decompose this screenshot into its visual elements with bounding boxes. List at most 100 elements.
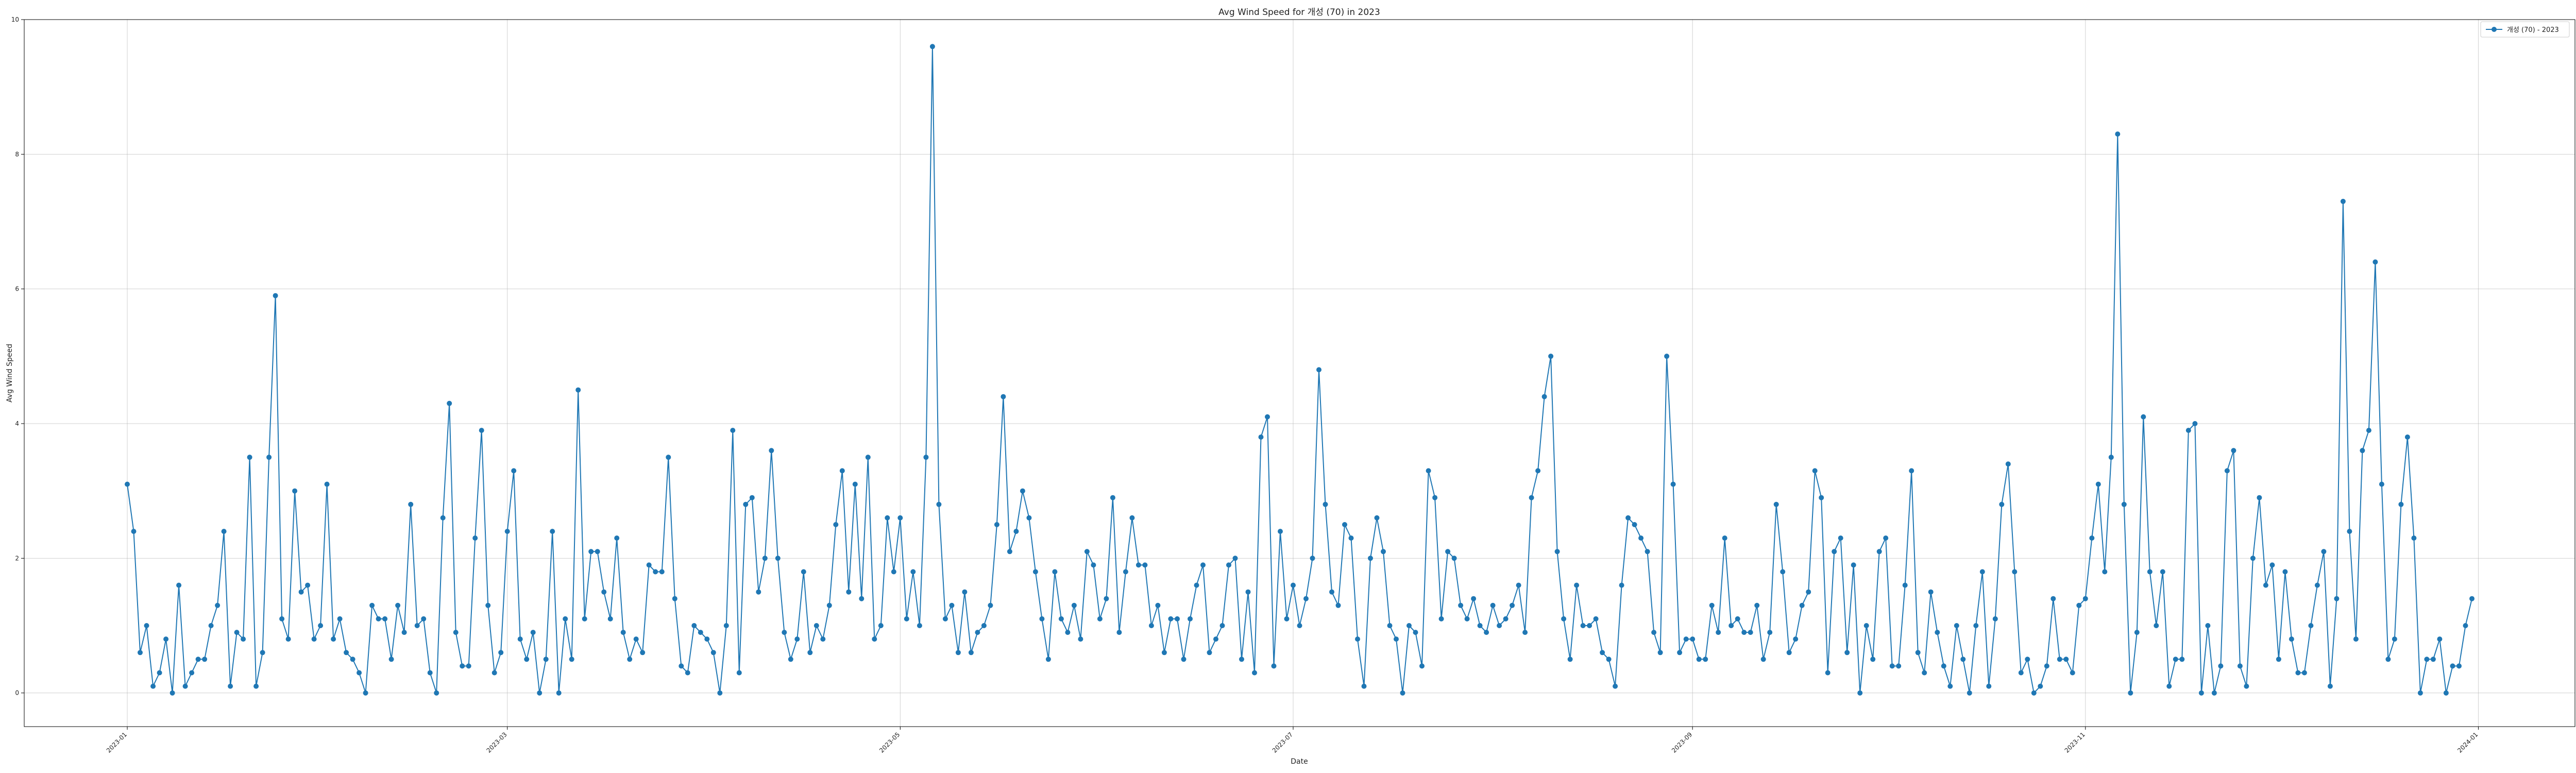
data-point — [228, 683, 233, 689]
data-point — [1876, 549, 1882, 554]
data-point — [1670, 481, 1676, 487]
y-tick-label: 2 — [15, 554, 19, 562]
data-point — [2005, 461, 2011, 467]
data-point — [2185, 428, 2191, 433]
data-point — [1219, 623, 1225, 628]
data-point — [595, 549, 600, 554]
data-point — [2224, 468, 2230, 474]
data-point — [1451, 556, 1457, 561]
data-point — [1587, 623, 1592, 628]
data-point — [2269, 562, 2275, 568]
data-point — [904, 616, 909, 621]
data-point — [292, 488, 298, 494]
data-point — [775, 556, 781, 561]
data-point — [208, 623, 214, 628]
data-point — [2192, 421, 2198, 426]
data-point — [1355, 636, 1360, 642]
data-point — [1741, 630, 1747, 635]
data-point — [620, 630, 626, 635]
data-point — [723, 623, 729, 628]
data-point — [221, 529, 227, 534]
data-point — [1613, 683, 1618, 689]
data-point — [298, 589, 304, 595]
data-point — [2379, 481, 2384, 487]
data-point — [1690, 636, 1696, 642]
data-point — [1265, 414, 1270, 419]
data-point — [923, 455, 929, 460]
data-point — [2121, 501, 2127, 507]
data-point — [1928, 589, 1934, 595]
data-point — [170, 690, 175, 696]
data-point — [1207, 650, 1212, 656]
data-point — [975, 630, 980, 635]
data-point — [1863, 623, 1869, 628]
data-point — [2108, 455, 2114, 460]
data-point — [1136, 562, 1141, 568]
data-point — [2282, 569, 2288, 575]
data-point — [1438, 616, 1444, 621]
data-point — [1245, 589, 1251, 595]
data-point — [1844, 650, 1850, 656]
data-point — [736, 670, 742, 676]
data-point — [878, 623, 884, 628]
data-point — [1091, 562, 1096, 568]
data-point — [2018, 670, 2024, 676]
data-point — [575, 387, 581, 393]
data-point — [1799, 602, 1805, 608]
data-point — [936, 501, 942, 507]
data-point — [2327, 683, 2333, 689]
data-point — [1922, 670, 1927, 676]
data-point — [698, 630, 703, 635]
data-point — [195, 657, 201, 662]
data-point — [955, 650, 961, 656]
data-point — [472, 535, 478, 541]
data-point — [1651, 630, 1657, 635]
data-point — [1490, 602, 1496, 608]
data-point — [131, 529, 137, 534]
data-point — [1252, 670, 1257, 676]
data-point — [1793, 636, 1799, 642]
data-point — [1606, 657, 1612, 662]
data-point — [2301, 670, 2307, 676]
data-point — [1419, 663, 1425, 669]
data-point — [1406, 623, 1412, 628]
data-point — [1323, 501, 1328, 507]
data-point — [2411, 535, 2417, 541]
data-point — [2063, 657, 2069, 662]
data-point — [2437, 636, 2443, 642]
data-point — [466, 663, 471, 669]
data-point — [1097, 616, 1103, 621]
data-point — [2147, 569, 2153, 575]
data-point — [2141, 414, 2146, 419]
data-point — [691, 623, 697, 628]
data-point — [1142, 562, 1148, 568]
data-point — [1039, 616, 1045, 621]
data-point — [666, 455, 671, 460]
data-point — [150, 683, 156, 689]
data-point — [318, 623, 324, 628]
data-point — [917, 623, 922, 628]
data-point — [125, 481, 130, 487]
data-point — [2166, 683, 2172, 689]
data-point — [794, 636, 800, 642]
data-point — [1239, 657, 1244, 662]
data-point — [1181, 657, 1187, 662]
data-point — [1284, 616, 1290, 621]
data-point — [1310, 556, 1315, 561]
data-point — [1838, 535, 1843, 541]
data-point — [1728, 623, 1734, 628]
data-point — [1361, 683, 1367, 689]
data-point — [427, 670, 433, 676]
data-point — [1387, 623, 1393, 628]
data-point — [1748, 630, 1753, 635]
data-point — [182, 683, 188, 689]
data-point — [1271, 663, 1277, 669]
data-point — [2353, 636, 2359, 642]
data-point — [2340, 198, 2346, 204]
data-point — [1335, 602, 1341, 608]
data-point — [331, 636, 336, 642]
data-point — [826, 602, 832, 608]
data-point — [421, 616, 427, 621]
data-point — [833, 522, 839, 527]
data-point — [2450, 663, 2455, 669]
